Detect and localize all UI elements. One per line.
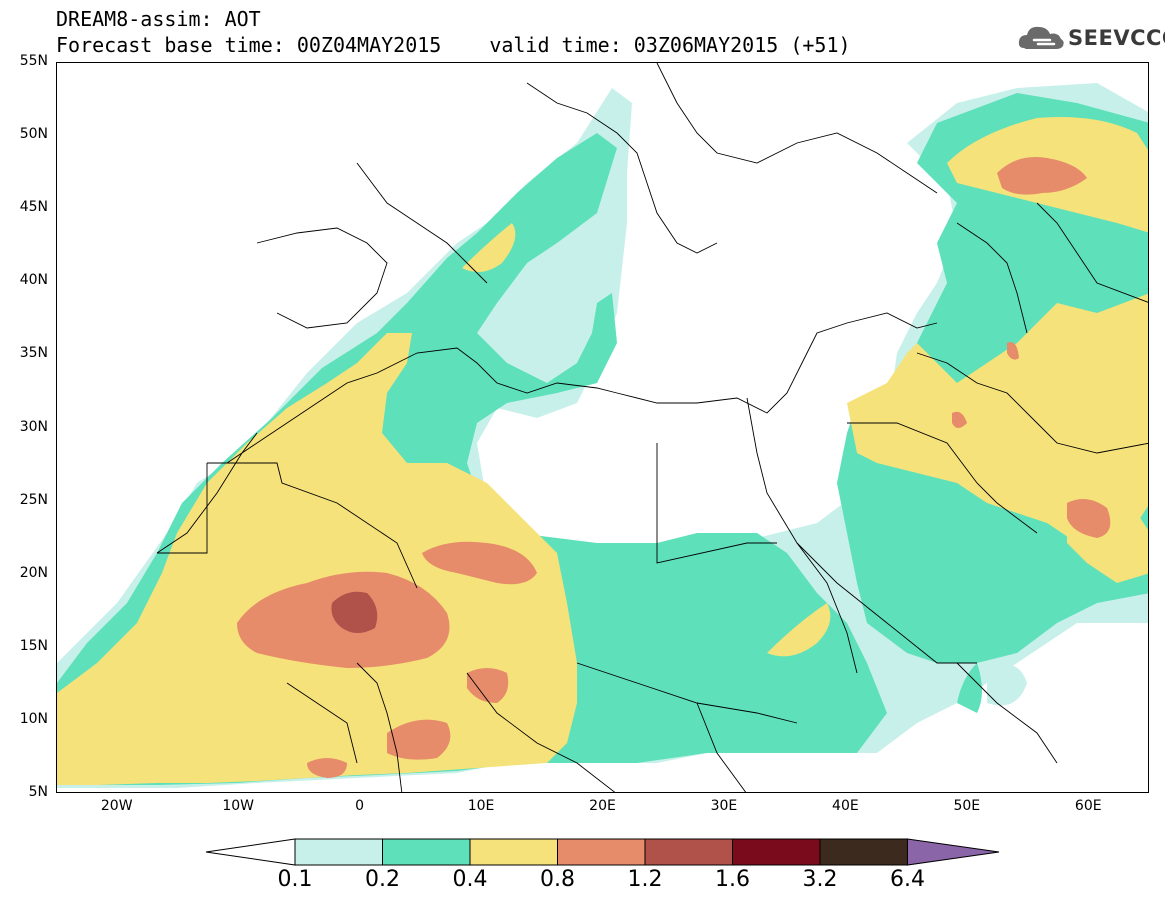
lon-tick-label: 30E xyxy=(710,798,738,814)
lon-tick-label: 60E xyxy=(1074,798,1102,814)
colorbar xyxy=(205,838,1000,866)
lat-tick-label: 15N xyxy=(19,637,48,654)
lat-tick-label: 5N xyxy=(28,784,48,800)
colorbar-swatch xyxy=(469,838,558,866)
lat-tick-label: 40N xyxy=(19,272,48,289)
forecast-times: Forecast base time: 00Z04MAY2015 valid ti… xyxy=(56,34,851,56)
lat-tick-label: 10N xyxy=(19,710,48,727)
lon-tick-label: 10W xyxy=(222,798,254,814)
lat-tick-label: 30N xyxy=(19,418,48,435)
colorbar-swatch xyxy=(382,838,471,866)
colorbar-level-label: 0.2 xyxy=(365,867,400,892)
map-title: DREAM8-assim: AOT xyxy=(56,7,261,31)
lat-tick-label: 55N xyxy=(19,53,48,69)
lat-tick-label: 50N xyxy=(19,126,48,143)
colorbar-level-label: 0.4 xyxy=(452,867,488,892)
lon-tick-label: 20W xyxy=(100,798,133,814)
aot-band-0.4 xyxy=(57,117,1148,785)
colorbar-swatch xyxy=(294,838,383,866)
map-panel xyxy=(56,62,1149,793)
aot-band-1.2 xyxy=(331,591,378,633)
colorbar-high-arrow xyxy=(907,838,1000,866)
aot-band-0.8 xyxy=(237,157,1111,778)
colorbar-level-label: 0.1 xyxy=(277,867,313,892)
seevccc-logo: SEEVCCC xyxy=(1018,22,1165,56)
colorbar-swatch xyxy=(644,838,733,866)
valid-time: valid time: 03Z06MAY2015 (+51) xyxy=(489,33,851,57)
lon-tick-label: 50E xyxy=(953,798,981,814)
colorbar-swatch xyxy=(732,838,821,866)
lon-tick-label: 10E xyxy=(467,798,495,814)
cloud-icon xyxy=(1018,26,1064,49)
base-time: Forecast base time: 00Z04MAY2015 xyxy=(56,33,442,57)
lat-tick-label: 45N xyxy=(19,199,48,216)
aot-map xyxy=(57,63,1148,792)
colorbar-level-label: 6.4 xyxy=(890,867,925,892)
lat-tick-label: 25N xyxy=(19,491,48,508)
colorbar-level-label: 1.2 xyxy=(627,867,663,892)
lon-tick-label: 0 xyxy=(355,798,365,814)
colorbar-level-label: 3.2 xyxy=(802,867,838,892)
colorbar-low-arrow xyxy=(205,838,296,866)
lat-tick-label: 20N xyxy=(19,564,48,581)
lon-tick-label: 40E xyxy=(832,798,859,814)
colorbar-level-label: 1.6 xyxy=(715,867,750,892)
colorbar-swatch xyxy=(557,838,646,866)
logo-text: SEEVCCC xyxy=(1068,26,1165,50)
lat-tick-label: 35N xyxy=(19,345,48,362)
country-borders xyxy=(156,63,1148,792)
colorbar-swatch xyxy=(819,838,908,866)
colorbar-level-label: 0.8 xyxy=(540,867,575,892)
lon-tick-label: 20E xyxy=(589,798,616,814)
